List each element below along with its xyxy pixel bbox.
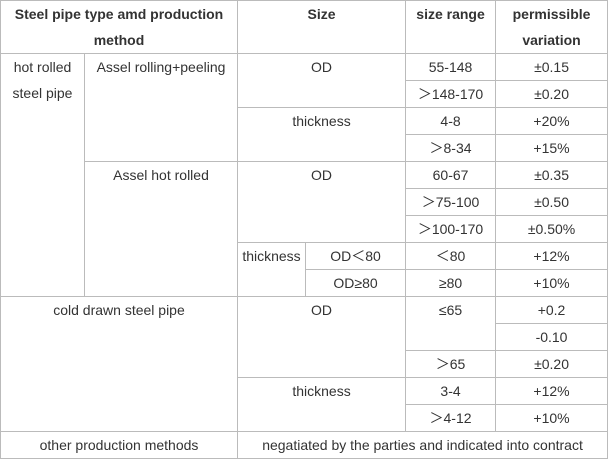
table-cell: hot rolled steel pipe: [0, 53, 85, 297]
header-cell: Steel pipe type amd production method: [0, 0, 239, 54]
header-cell: size range: [405, 0, 497, 54]
table-cell: +12%: [495, 242, 609, 270]
table-cell: +12%: [495, 377, 609, 405]
table-cell: other production methods: [0, 431, 239, 459]
table-cell: ±0.50%: [495, 215, 609, 243]
table-row: thickness 4-8 +20%: [1, 107, 609, 162]
table-cell: -0.10: [495, 323, 609, 351]
table-row: thickness OD＜80 ＜80 +12%: [1, 242, 609, 297]
table-cell: OD: [237, 296, 407, 378]
table-cell: 3-4: [405, 377, 497, 405]
table-cell: ±0.15: [495, 53, 609, 81]
table-row: cold drawn steel pipe OD ≤65 +0.2: [0, 296, 609, 432]
table-row: ＞65 ±0.20: [1, 350, 609, 378]
table-cell: thickness: [237, 242, 307, 297]
table-cell: OD≥80: [305, 269, 407, 297]
table-cell: +15%: [495, 134, 609, 162]
table-cell: ≥80: [405, 269, 497, 297]
table-cell: ±0.35: [495, 161, 609, 189]
table-cell: thickness: [237, 377, 407, 432]
table-cell: 60-67: [405, 161, 497, 189]
table-cell: ＞100-170: [405, 215, 497, 243]
table-row: ＞8-34 +15%: [1, 134, 609, 162]
table-cell: ＞4-12: [405, 404, 497, 432]
table-cell: OD: [237, 161, 407, 243]
table-cell: ±0.20: [495, 350, 609, 378]
header-cell: Size: [237, 0, 407, 54]
header-cell: permissible variation: [495, 0, 609, 54]
table-cell: ＞75-100: [405, 188, 497, 216]
header-row: Steel pipe type amd production method Siz…: [0, 0, 609, 54]
table-row: ＞75-100 ±0.50: [1, 188, 609, 216]
table-cell: cold drawn steel pipe: [0, 296, 239, 432]
table-cell: Assel hot rolled: [83, 161, 239, 297]
table-cell: 4-8: [405, 107, 497, 135]
table-cell: OD＜80: [305, 242, 407, 270]
table-row: ＞148-170 ±0.20: [1, 80, 609, 108]
table-cell: ＞148-170: [405, 80, 497, 108]
table-cell: ≤65: [405, 296, 497, 351]
table-cell: +20%: [495, 107, 609, 135]
table-cell: ±0.20: [495, 80, 609, 108]
table-cell: ＜80: [405, 242, 497, 270]
table-cell: ＞65: [405, 350, 497, 378]
table-cell: +0.2: [495, 296, 609, 324]
table-row: ＞4-12 +10%: [1, 404, 609, 432]
table-cell: +10%: [495, 404, 609, 432]
table-cell: negatiated by the parties and indicated …: [237, 431, 609, 459]
table-cell: 55-148: [405, 53, 497, 81]
table-cell: +10%: [495, 269, 609, 297]
table-cell: Assel rolling+peeling: [83, 53, 239, 162]
table-row: other production methods negatiated by th…: [0, 431, 609, 459]
table-cell: OD: [237, 53, 407, 108]
table-cell: ±0.50: [495, 188, 609, 216]
table-cell: ＞8-34: [405, 134, 497, 162]
table-row: OD≥80 ≥80 +10%: [1, 269, 609, 297]
table-row: ＞100-170 ±0.50%: [1, 215, 609, 243]
table-row: hot rolled steel pipe Assel rolling+peeli…: [0, 53, 609, 297]
table-row: Assel hot rolled OD 60-67 ±0.35: [1, 161, 609, 297]
table-row: thickness 3-4 +12%: [1, 377, 609, 432]
table-cell: thickness: [237, 107, 407, 162]
